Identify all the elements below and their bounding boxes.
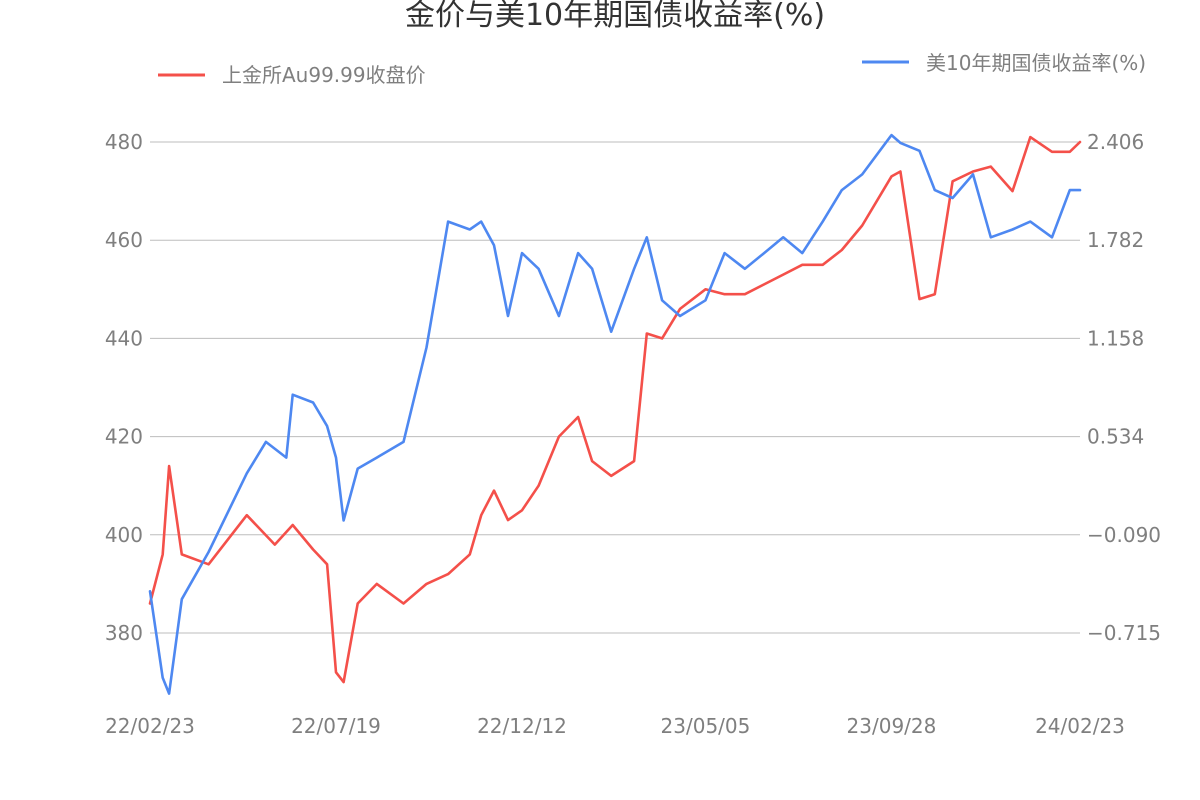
series-line-gold-price [148,135,1082,684]
y-right-tick-label: 1.782 [1087,228,1144,252]
gridlines [150,141,1080,634]
y-left-tick-label: 420 [105,425,143,449]
series-line-us10y-yield [148,133,1082,695]
legend-label-yield: 美10年期国债收益率(%) [926,51,1146,75]
x-axis: 22/02/23 22/07/19 22/12/12 23/05/05 23/09/28… [105,714,1125,738]
y-right-tick-label: −0.715 [1087,621,1161,645]
y-right-tick-label: 0.534 [1087,425,1144,449]
y-right-tick-label: 1.158 [1087,326,1144,350]
x-tick-label: 22/02/23 [105,714,195,738]
y-right-tick-label: 2.406 [1087,130,1144,154]
y-axis-right: −0.715 −0.090 0.534 1.158 1.782 2.406 [1087,130,1161,645]
y-left-tick-label: 460 [105,228,143,252]
x-tick-label: 23/05/05 [661,714,751,738]
legend-label-gold: 上金所Au99.99收盘价 [222,63,426,87]
x-tick-label: 22/12/12 [477,714,567,738]
x-tick-label: 24/02/23 [1035,714,1125,738]
y-left-tick-label: 380 [105,621,143,645]
y-left-tick-label: 440 [105,326,143,350]
series-lines [148,133,1082,695]
chart-title: 金价与美10年期国债收益率(%) [405,0,825,33]
x-tick-label: 22/07/19 [291,714,381,738]
y-left-tick-label: 480 [105,130,143,154]
x-tick-label: 23/09/28 [847,714,937,738]
y-left-tick-label: 400 [105,523,143,547]
y-axis-left: 380 400 420 440 460 480 [105,130,143,645]
legend: 上金所Au99.99收盘价 美10年期国债收益率(%) [158,51,1146,87]
y-right-tick-label: −0.090 [1087,523,1161,547]
